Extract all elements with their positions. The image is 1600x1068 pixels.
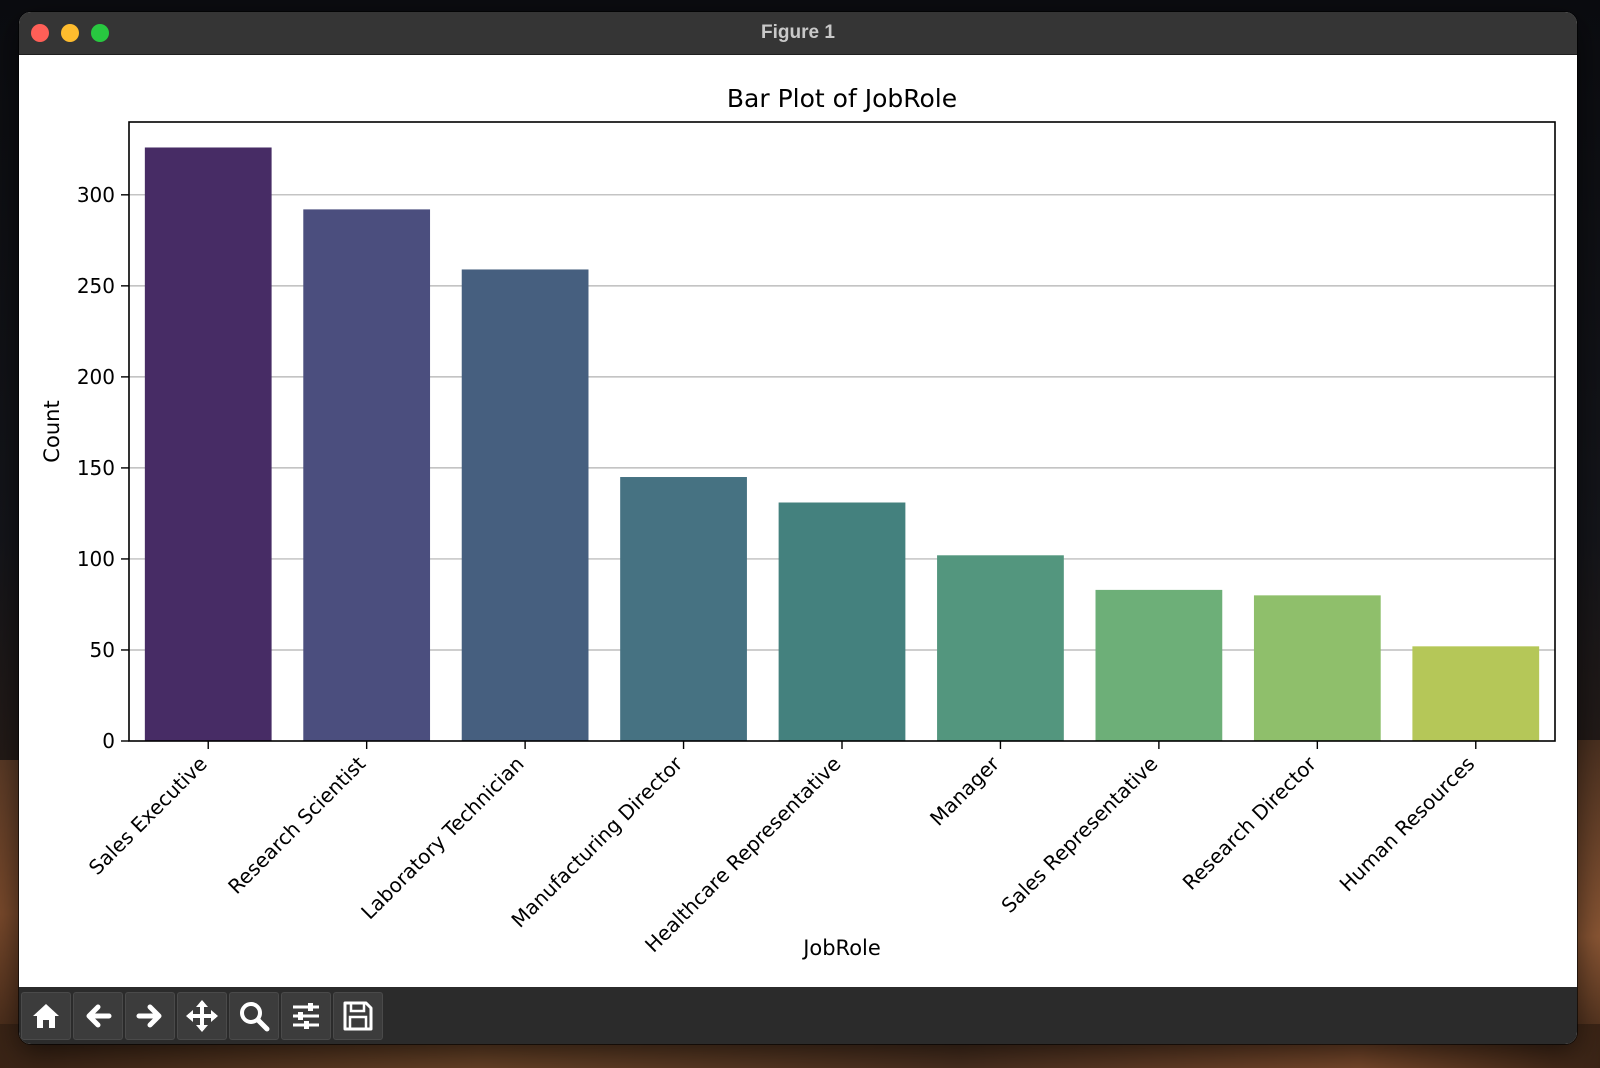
bar-healthcare-representative — [778, 502, 906, 741]
back-button[interactable] — [73, 992, 123, 1040]
bar-research-director — [1253, 595, 1381, 741]
window-title: Figure 1 — [761, 22, 835, 43]
zoom-window-button[interactable] — [91, 24, 109, 42]
x-axis-label: JobRole — [801, 936, 881, 960]
bar-research-scientist — [303, 209, 431, 741]
y-tick-label: 300 — [77, 183, 115, 207]
save-figure-button[interactable] — [333, 992, 383, 1040]
x-tick-label: Human Resources — [1335, 752, 1480, 897]
y-tick-label: 150 — [77, 456, 115, 480]
bar-manufacturing-director — [620, 477, 747, 741]
arrow-right-icon — [136, 1004, 162, 1028]
x-tick-label: Sales Executive — [84, 752, 212, 880]
navigation-toolbar — [19, 987, 1577, 1044]
home-icon — [33, 1004, 59, 1028]
x-tick-label: Research Director — [1178, 751, 1322, 895]
pan-button[interactable] — [177, 992, 227, 1040]
figure-window: Figure 1 0 50 100 150 200 250 300 Sales Executi… — [19, 12, 1577, 1044]
bar-manager — [937, 555, 1064, 741]
home-button[interactable] — [21, 992, 71, 1040]
y-tick-label: 250 — [77, 274, 115, 298]
zoom-button[interactable] — [229, 992, 279, 1040]
desktop-background-right — [1574, 740, 1600, 1068]
x-tick-label: Research Scientist — [223, 751, 370, 898]
configure-subplots-button[interactable] — [281, 992, 331, 1040]
bar-sales-representative — [1095, 589, 1223, 741]
figure-canvas[interactable]: 0 50 100 150 200 250 300 Sales Executive Researc… — [19, 55, 1577, 1001]
x-tick-label: Sales Representative — [996, 752, 1162, 918]
sliders-icon — [293, 1003, 319, 1029]
title-bar[interactable]: Figure 1 — [19, 12, 1577, 55]
y-tick-label: 0 — [102, 729, 115, 753]
y-tick-label: 50 — [90, 638, 115, 662]
x-tick-label: Manager — [925, 751, 1005, 831]
magnifier-icon — [240, 1002, 270, 1032]
y-axis-label: Count — [40, 400, 64, 462]
close-window-button[interactable] — [31, 24, 49, 42]
arrow-left-icon — [86, 1004, 112, 1028]
bar-laboratory-technician — [461, 269, 589, 741]
chart-title: Bar Plot of JobRole — [727, 84, 957, 113]
desktop-background-left — [0, 760, 22, 1068]
floppy-disk-icon — [343, 1001, 373, 1031]
y-tick-label: 200 — [77, 365, 115, 389]
x-tick-label: Laboratory Technician — [356, 752, 528, 924]
y-tick-label: 100 — [77, 547, 115, 571]
bar-human-resources — [1412, 646, 1540, 741]
move-icon — [186, 1000, 218, 1032]
bar-sales-executive — [144, 147, 272, 742]
minimize-window-button[interactable] — [61, 24, 79, 42]
forward-button[interactable] — [125, 992, 175, 1040]
x-tick-label: Manufacturing Director — [506, 751, 687, 932]
